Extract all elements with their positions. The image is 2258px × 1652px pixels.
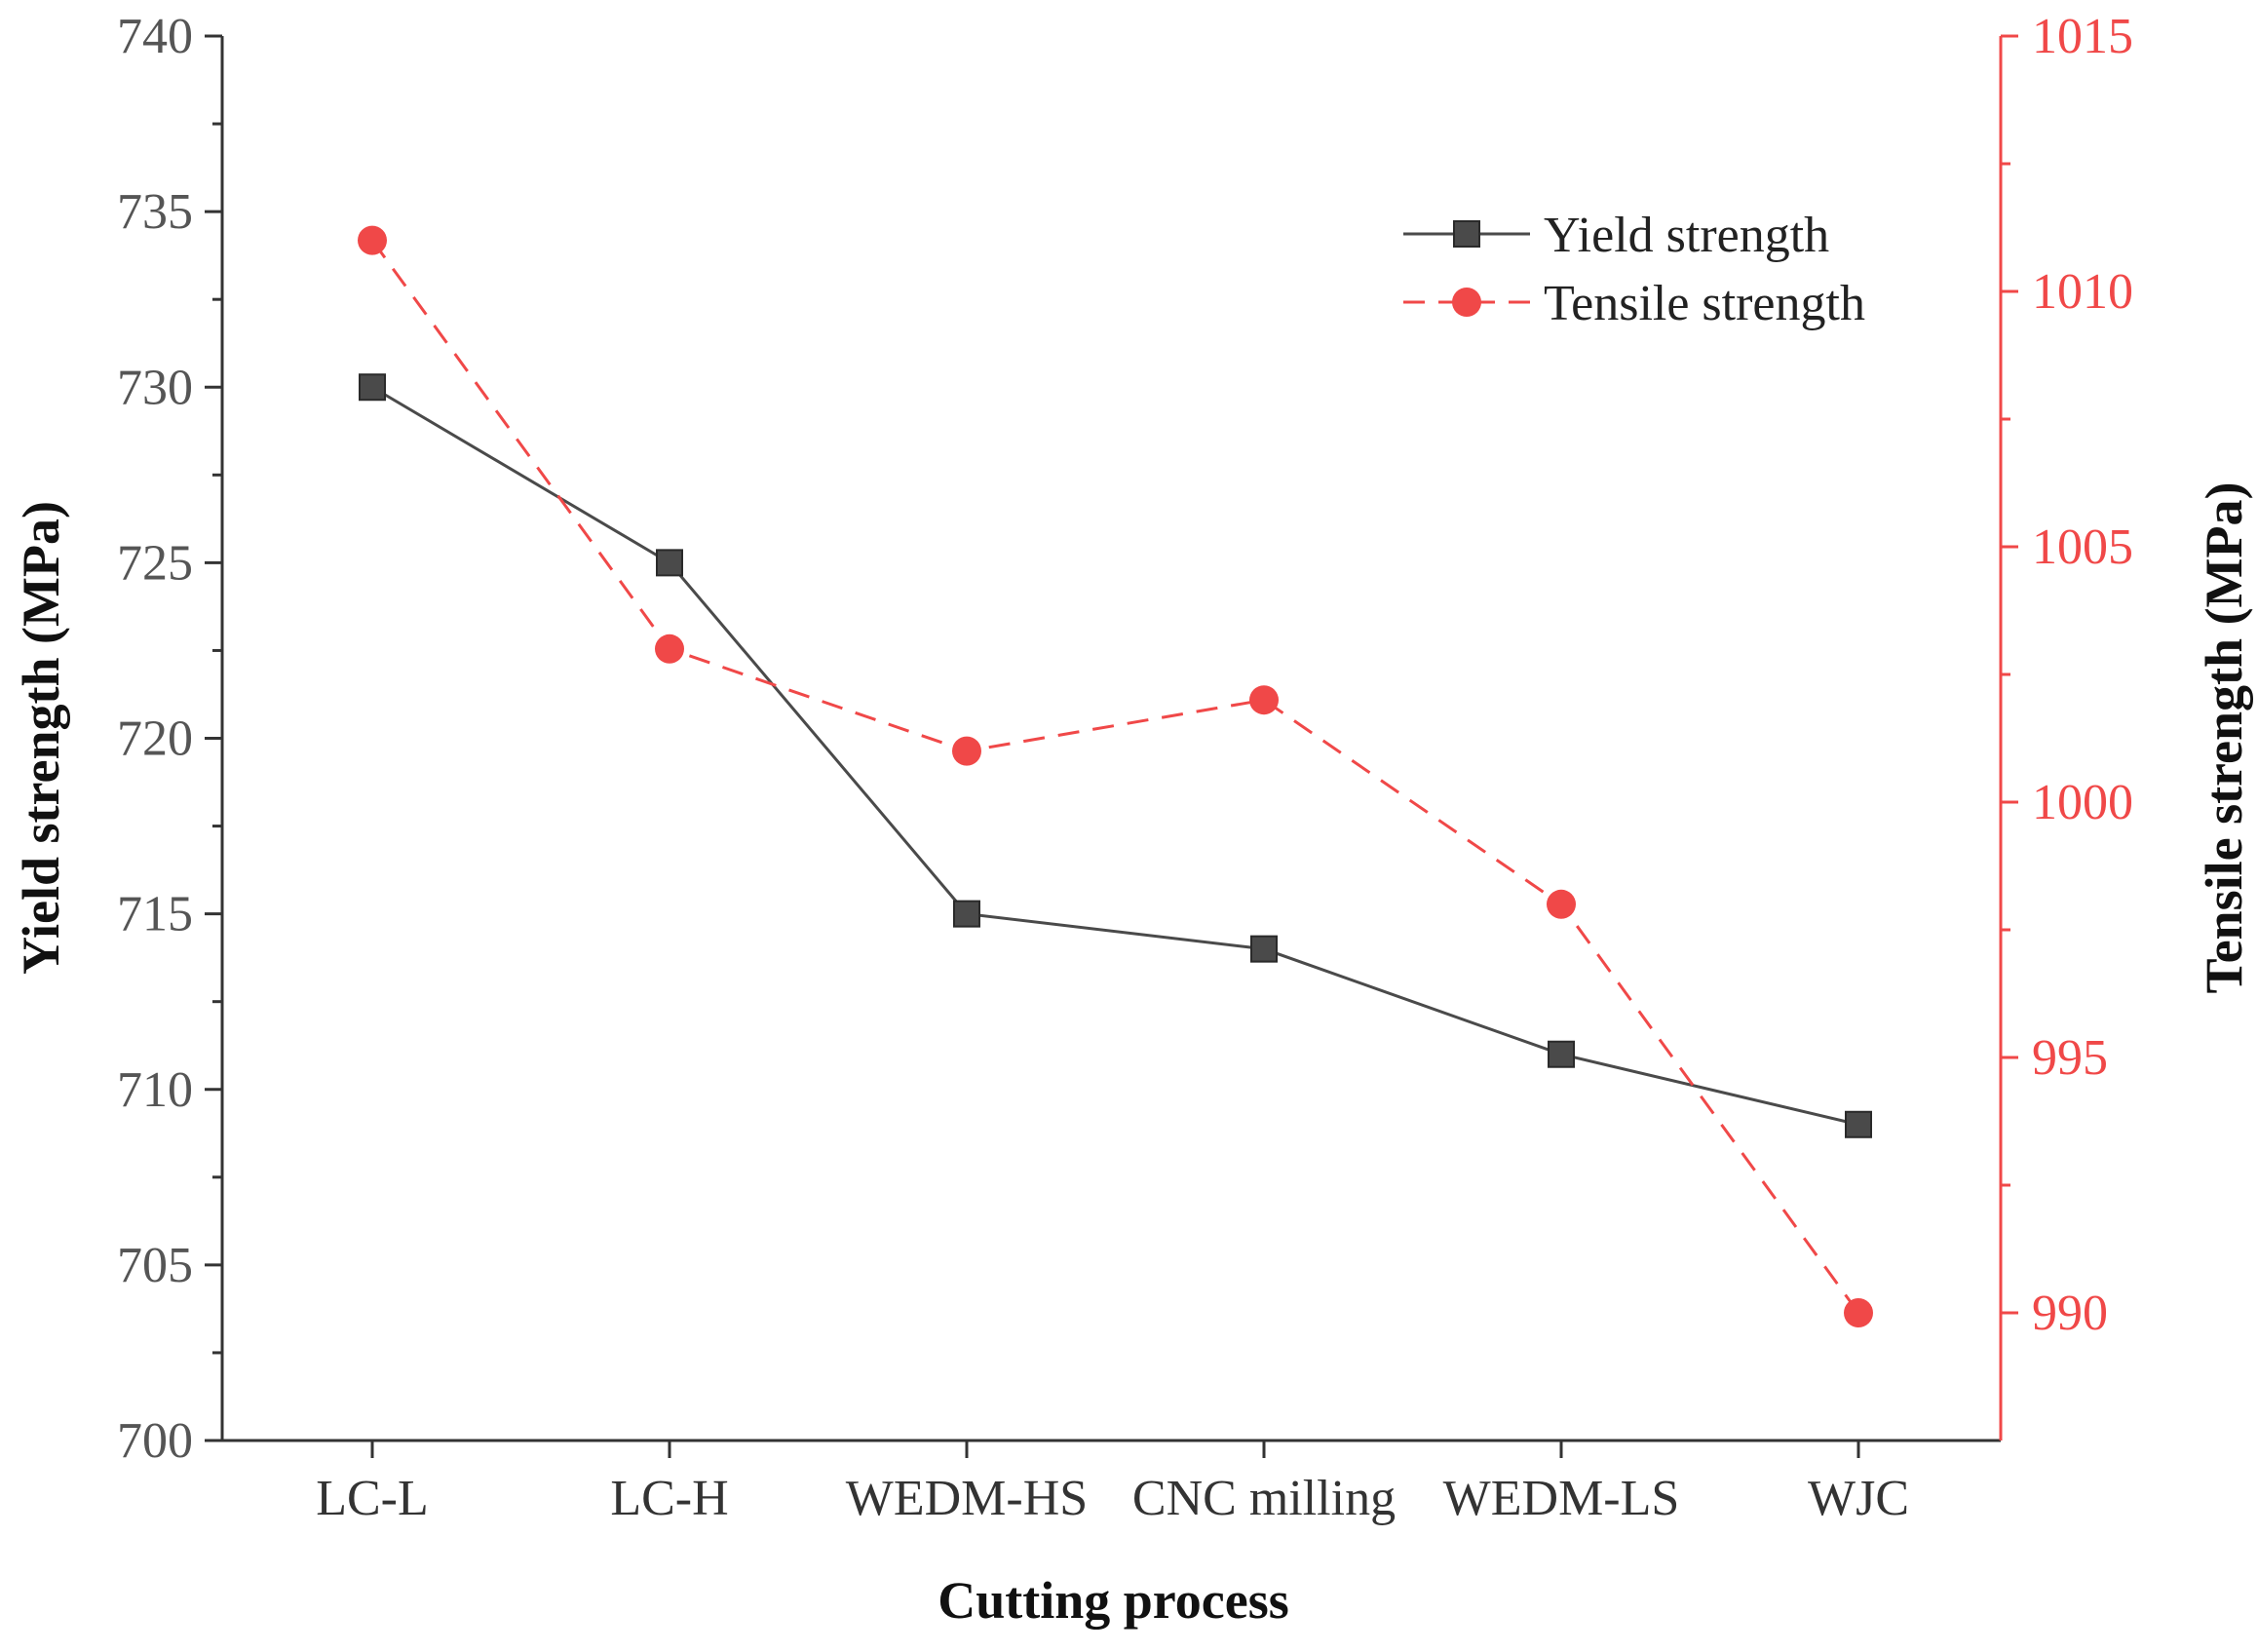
legend-label: Tensile strength [1544,276,1865,331]
data-point-square [656,549,683,577]
y-left-tick-label: 700 [117,1413,193,1469]
y-left-tick-label: 725 [117,535,193,591]
y-right-tick-label: 995 [2032,1030,2108,1086]
data-point-square [1548,1040,1575,1068]
data-point-circle [1547,889,1576,919]
y-right-tick-label: 1005 [2032,519,2133,575]
y-left-tick-label: 735 [117,184,193,240]
legend-label: Yield strength [1544,208,1829,263]
y-left-axis-title: Yield strength (MPa) [12,501,70,975]
data-point-circle [1249,685,1279,715]
series-line-yield-strength [371,385,1859,1127]
x-category-label: WEDM-HS [846,1471,1088,1526]
x-category-label: LC-L [316,1471,429,1526]
x-category-label: CNC milling [1132,1471,1396,1526]
y-right-tick-label: 990 [2032,1286,2108,1341]
legend-marker-square [1453,220,1480,248]
data-point-circle [655,634,684,664]
x-category-label: LC-H [610,1471,728,1526]
x-category-label: WJC [1808,1471,1909,1526]
y-right-tick-label: 1000 [2032,775,2133,830]
legend: Yield strength Tensile strength [1403,208,1865,331]
y-right-tick-label: 1010 [2032,264,2133,320]
y-left-tick-label: 715 [117,887,193,942]
x-axis-title: Cutting process [938,1571,1289,1630]
series-layer [358,225,1873,1327]
data-point-circle [952,736,981,766]
data-point-square [1250,935,1278,963]
series-line-tensile-strength [370,239,1860,1314]
data-point-square [953,900,980,928]
y-left-tick-label: 710 [117,1062,193,1118]
y-left-tick-label: 730 [117,360,193,415]
data-point-circle [1844,1298,1873,1327]
legend-marker-circle [1452,288,1481,317]
data-point-square [1845,1110,1872,1138]
data-point-circle [358,225,387,255]
y-left-tick-label: 740 [117,9,193,64]
x-category-label: WEDM-LS [1443,1471,1680,1526]
axes-layer: 700 705 710 715 720 725 730 735 740 990 995 1000 100… [12,9,2253,1630]
y-left-tick-label: 720 [117,711,193,767]
y-left-tick-label: 705 [117,1238,193,1293]
y-right-tick-label: 1015 [2032,9,2133,64]
y-right-axis-title: Tensile strength (MPa) [2195,482,2253,994]
data-point-square [359,373,386,402]
